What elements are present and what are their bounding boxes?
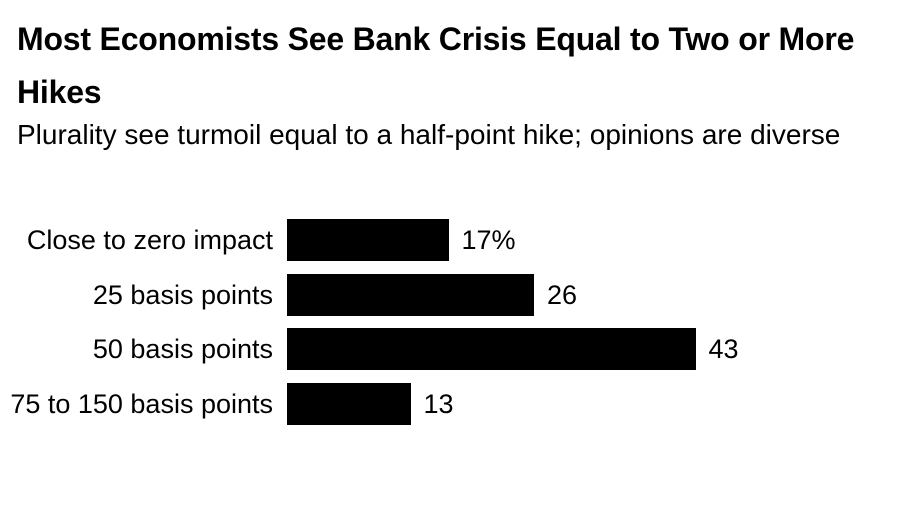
value-label: 17% (461, 225, 516, 255)
value-label: 26 (547, 279, 578, 310)
chart-title-line2: Hikes (17, 74, 102, 110)
category-label: Close to zero impact (26, 225, 273, 255)
value-label: 13 (423, 388, 454, 419)
chart-subtitle: Plurality see turmoil equal to a half-po… (17, 119, 841, 150)
chart-title-line1: Most Economists See Bank Crisis Equal to… (17, 21, 855, 57)
bar (287, 328, 696, 370)
chart-title: Most Economists See Bank Crisis Equal to… (17, 13, 892, 119)
bar-row: 25 basis points 26 (0, 273, 900, 316)
value-label: 43 (708, 334, 739, 364)
bar-row: 50 basis points 43 (0, 328, 900, 370)
bar-row: Close to zero impact 17% (0, 219, 900, 261)
bar-chart: Close to zero impact 17% 25 basis points 26… (0, 219, 900, 437)
bar (287, 273, 534, 316)
bar-row: 75 to 150 basis points 13 (0, 382, 900, 425)
category-label: 75 to 150 basis points (10, 388, 273, 419)
bar (287, 382, 411, 425)
bar (287, 219, 449, 261)
category-label: 50 basis points (92, 334, 273, 364)
category-label: 25 basis points (92, 279, 273, 310)
